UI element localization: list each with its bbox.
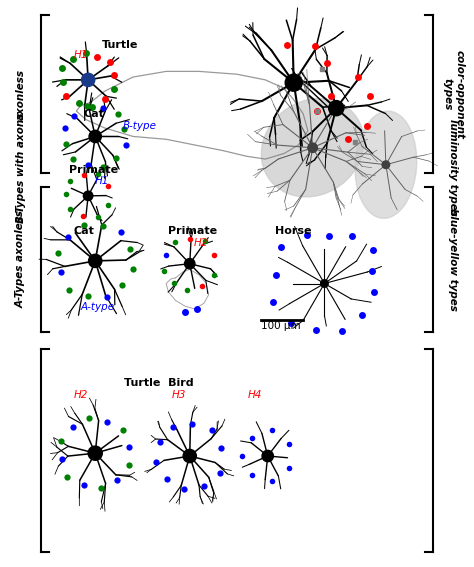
Text: axonless: axonless (16, 69, 26, 120)
Text: H2: H2 (193, 238, 208, 248)
Text: Primate: Primate (168, 226, 218, 236)
Ellipse shape (82, 73, 95, 87)
Text: A-Types axonless: A-Types axonless (16, 210, 26, 308)
Text: Turtle  Bird: Turtle Bird (124, 378, 193, 388)
Text: H1: H1 (95, 176, 109, 186)
Ellipse shape (262, 450, 273, 462)
Ellipse shape (308, 143, 318, 153)
Text: A-type: A-type (81, 302, 115, 312)
Ellipse shape (355, 111, 417, 218)
Text: Horse: Horse (275, 226, 311, 236)
Text: H4: H4 (248, 390, 262, 400)
Text: H2: H2 (74, 390, 88, 400)
Ellipse shape (320, 280, 328, 287)
Text: blue-yellow types: blue-yellow types (448, 208, 458, 311)
Ellipse shape (285, 74, 302, 91)
Ellipse shape (89, 130, 101, 142)
Text: Primate: Primate (69, 164, 118, 175)
Text: B-Types with axons: B-Types with axons (16, 112, 26, 223)
Ellipse shape (328, 100, 344, 116)
Ellipse shape (261, 99, 364, 197)
Ellipse shape (88, 446, 102, 460)
Text: H1: H1 (74, 50, 88, 61)
Ellipse shape (83, 191, 93, 201)
Ellipse shape (184, 259, 195, 269)
Ellipse shape (382, 161, 390, 168)
Text: B-type: B-type (123, 121, 156, 130)
Text: H3: H3 (172, 390, 186, 400)
Ellipse shape (183, 450, 196, 463)
Text: color-opponent
types: color-opponent types (443, 49, 464, 138)
Text: Turtle: Turtle (102, 40, 139, 50)
Text: Cat: Cat (74, 226, 95, 236)
Text: luminosity types: luminosity types (448, 119, 458, 216)
Text: Cat: Cat (83, 109, 104, 119)
Ellipse shape (89, 254, 102, 268)
Text: 100 μm: 100 μm (261, 321, 300, 331)
